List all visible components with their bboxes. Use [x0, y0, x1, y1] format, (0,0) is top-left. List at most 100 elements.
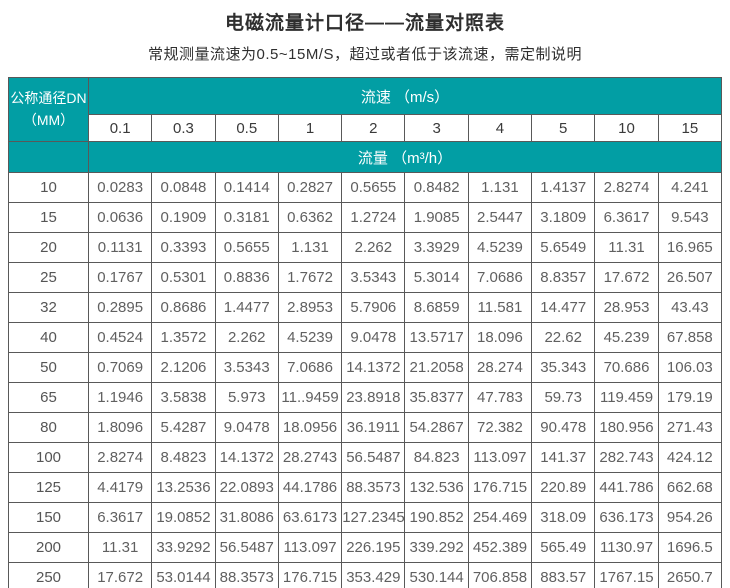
flow-value-cell: 180.956	[594, 412, 659, 443]
speed-column-header: 0.1	[87, 114, 153, 142]
flow-value-cell: 44.1786	[277, 472, 343, 503]
dn-value-cell: 65	[8, 382, 89, 413]
dn-value-cell: 80	[8, 412, 89, 443]
flow-value-cell: 5.973	[214, 382, 279, 413]
speed-column-header: 0.5	[214, 114, 279, 142]
speed-column-header: 2	[341, 114, 406, 142]
flow-value-cell: 6.3617	[594, 202, 659, 233]
flow-value-cell: 0.0283	[87, 172, 153, 203]
speed-column-header: 1	[277, 114, 343, 142]
flow-value-cell: 119.459	[594, 382, 659, 413]
dn-value-cell: 150	[8, 502, 89, 533]
flow-value-cell: 1.8096	[87, 412, 153, 443]
table-row: 40 0.4524 1.3572 2.262 4.5239 9.0478 13.5717 18…	[8, 322, 723, 353]
flow-value-cell: 0.4524	[87, 322, 153, 353]
flow-comparison-table: 公称通径DN （MM） 流速 （m/s） 0.1 0.3 0.5 1 2 3 4 5 10 15 …	[8, 77, 723, 588]
flow-value-cell: 706.858	[467, 562, 533, 588]
flow-value-cell: 43.43	[657, 292, 723, 323]
flow-value-cell: 190.852	[404, 502, 469, 533]
flow-value-cell: 11.31	[594, 232, 659, 263]
flow-value-cell: 226.195	[341, 532, 406, 563]
corner-empty-cell	[8, 141, 89, 173]
flow-value-cell: 0.5655	[341, 172, 406, 203]
flow-value-cell: 0.8836	[214, 262, 279, 293]
flow-value-cell: 1.131	[467, 172, 533, 203]
table-row: 25 0.1767 0.5301 0.8836 1.7672 3.5343 5.3014 7.…	[8, 262, 723, 293]
flow-value-cell: 2.262	[214, 322, 279, 353]
flow-value-cell: 5.3014	[404, 262, 469, 293]
flow-value-cell: 3.5343	[341, 262, 406, 293]
flow-value-cell: 3.1809	[531, 202, 596, 233]
flow-value-cell: 1.7672	[277, 262, 343, 293]
flow-value-cell: 0.2895	[87, 292, 153, 323]
flow-value-cell: 54.2867	[404, 412, 469, 443]
flow-value-cell: 9.543	[657, 202, 723, 233]
flow-value-cell: 3.3929	[404, 232, 469, 263]
speed-column-header: 0.3	[151, 114, 216, 142]
flow-value-cell: 5.6549	[531, 232, 596, 263]
flow-value-cell: 1.9085	[404, 202, 469, 233]
corner-header-line1: 公称通径DN	[10, 89, 87, 106]
flow-value-cell: 0.5655	[214, 232, 279, 263]
flow-table-container: 公称通径DN （MM） 流速 （m/s） 0.1 0.3 0.5 1 2 3 4 5 10 15 …	[8, 77, 723, 588]
flow-value-cell: 9.0478	[214, 412, 279, 443]
flow-value-cell: 2650.7	[657, 562, 723, 588]
flow-value-cell: 4.241	[657, 172, 723, 203]
flow-value-cell: 14.1372	[341, 352, 406, 383]
table-row: 10 0.0283 0.0848 0.1414 0.2827 0.5655 0.8482 1.…	[8, 172, 723, 203]
flow-value-cell: 88.3573	[214, 562, 279, 588]
speed-column-header: 15	[657, 114, 723, 142]
flow-value-cell: 282.743	[594, 442, 659, 473]
flow-value-cell: 17.672	[594, 262, 659, 293]
speed-column-header: 4	[467, 114, 533, 142]
flow-value-cell: 113.097	[467, 442, 533, 473]
speed-column-header: 10	[594, 114, 659, 142]
flow-value-cell: 23.8918	[341, 382, 406, 413]
flow-value-cell: 179.19	[657, 382, 723, 413]
flow-value-cell: 84.823	[404, 442, 469, 473]
flow-value-cell: 7.0686	[277, 352, 343, 383]
table-row: 250 17.672 53.0144 88.3573 176.715 353.429 530…	[8, 562, 723, 588]
page-title: 电磁流量计口径——流量对照表	[224, 13, 505, 34]
flow-value-cell: 2.8274	[594, 172, 659, 203]
flow-value-cell: 954.26	[657, 502, 723, 533]
flow-value-cell: 424.12	[657, 442, 723, 473]
flow-value-cell: 452.389	[467, 532, 533, 563]
flow-value-cell: 5.4287	[151, 412, 216, 443]
dn-value-cell: 15	[8, 202, 89, 233]
flow-value-cell: 72.382	[467, 412, 533, 443]
flow-value-cell: 70.686	[594, 352, 659, 383]
flow-value-cell: 4.4179	[87, 472, 153, 503]
flow-value-cell: 67.858	[657, 322, 723, 353]
flow-value-cell: 1.2724	[341, 202, 406, 233]
flow-value-cell: 0.1414	[214, 172, 279, 203]
flow-value-cell: 53.0144	[151, 562, 216, 588]
flow-value-cell: 13.5717	[404, 322, 469, 353]
flow-value-cell: 19.0852	[151, 502, 216, 533]
table-row: 65 1.1946 3.5838 5.973 11..9459 23.8918 35.837…	[8, 382, 723, 413]
flow-value-cell: 22.0893	[214, 472, 279, 503]
flow-value-cell: 339.292	[404, 532, 469, 563]
flow-value-cell: 0.7069	[87, 352, 153, 383]
flow-value-cell: 8.4823	[151, 442, 216, 473]
table-row: 20 0.1131 0.3393 0.5655 1.131 2.262 3.3929 4.52…	[8, 232, 723, 263]
dn-value-cell: 250	[8, 562, 89, 588]
table-row: 125 4.4179 13.2536 22.0893 44.1786 88.3573 132…	[8, 472, 723, 503]
dn-value-cell: 10	[8, 172, 89, 203]
flow-value-cell: 127.2345	[341, 502, 406, 533]
header-row-speed-label: 公称通径DN （MM） 流速 （m/s）	[8, 77, 722, 142]
flow-value-cell: 47.783	[467, 382, 533, 413]
flow-value-cell: 176.715	[277, 562, 343, 588]
dn-value-cell: 20	[8, 232, 89, 263]
flow-value-cell: 2.1206	[151, 352, 216, 383]
flow-value-cell: 0.0636	[87, 202, 153, 233]
flow-value-cell: 565.49	[531, 532, 596, 563]
flow-value-cell: 56.5487	[214, 532, 279, 563]
flow-header: 流量 （m³/h）	[88, 141, 722, 173]
dn-value-cell: 50	[8, 352, 89, 383]
flow-value-cell: 4.5239	[277, 322, 343, 353]
corner-header-cell: 公称通径DN （MM）	[8, 77, 89, 142]
flow-value-cell: 1.3572	[151, 322, 216, 353]
page-subtitle: 常规测量流速为0.5~15M/S，超过或者低于该流速，需定制说明	[148, 46, 582, 63]
flow-value-cell: 14.477	[531, 292, 596, 323]
